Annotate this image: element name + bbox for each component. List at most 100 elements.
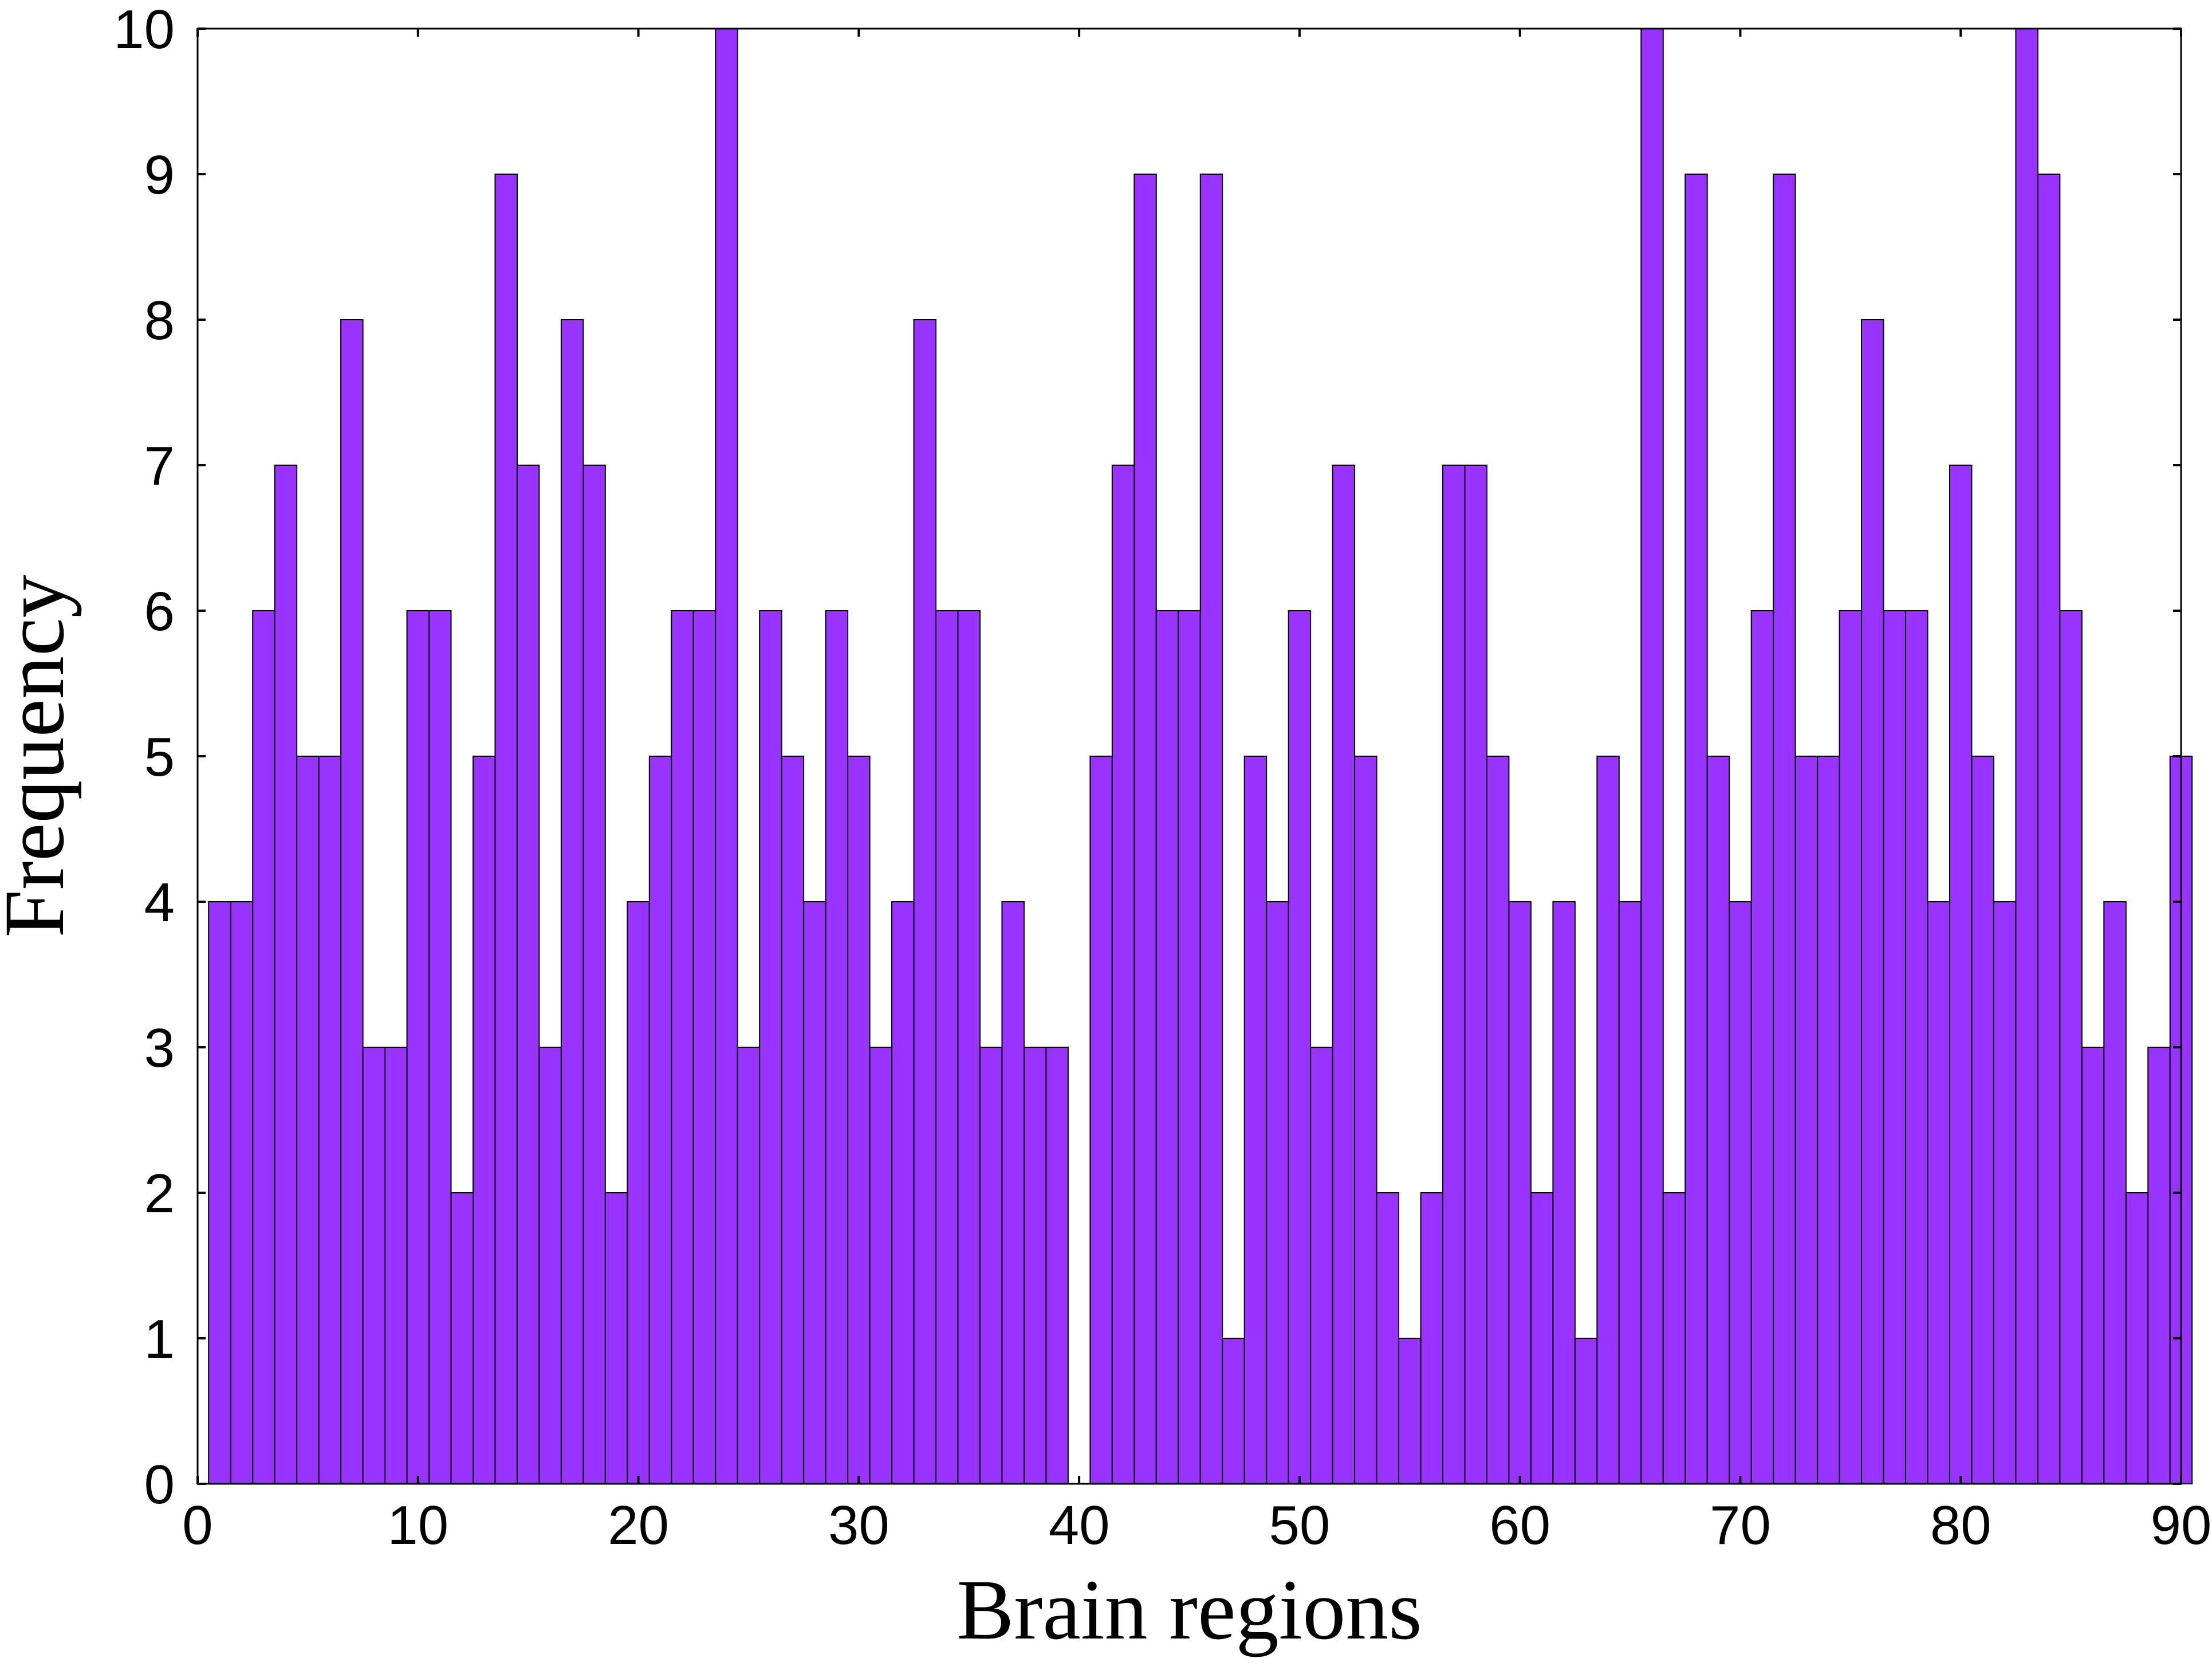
bar-region-5 xyxy=(296,756,320,1484)
bar-region-34 xyxy=(935,610,959,1484)
bar-region-9 xyxy=(384,1047,408,1484)
bar-region-63 xyxy=(1574,1338,1598,1484)
x-tick-label: 30 xyxy=(828,1495,889,1556)
x-tick-label: 70 xyxy=(1710,1495,1771,1556)
y-tick-label: 8 xyxy=(144,290,175,351)
bar-region-22 xyxy=(671,610,694,1484)
bar-region-64 xyxy=(1596,756,1620,1484)
bar-region-25 xyxy=(737,1047,761,1484)
bar-region-83 xyxy=(2015,28,2038,1484)
bar-region-75 xyxy=(1839,610,1863,1484)
x-tick-label: 40 xyxy=(1049,1495,1110,1556)
x-tick-label: 60 xyxy=(1489,1495,1550,1556)
bar-region-1 xyxy=(208,901,231,1484)
bar-region-58 xyxy=(1464,465,1487,1484)
y-tick-label: 2 xyxy=(144,1163,175,1224)
y-axis-title: Frequency xyxy=(0,575,82,937)
bar-region-68 xyxy=(1684,174,1708,1484)
bar-region-82 xyxy=(1993,901,2017,1484)
bar-region-43 xyxy=(1133,174,1157,1484)
x-tick-label: 20 xyxy=(608,1495,669,1556)
bar-region-32 xyxy=(891,901,915,1484)
bar-region-54 xyxy=(1376,1192,1400,1484)
x-tick-label: 0 xyxy=(182,1495,212,1556)
x-tick-label: 90 xyxy=(2151,1495,2212,1556)
bar-region-53 xyxy=(1354,756,1377,1484)
bar-region-13 xyxy=(472,756,496,1484)
bar-region-20 xyxy=(627,901,650,1484)
bar-region-59 xyxy=(1486,756,1510,1484)
bar-region-7 xyxy=(340,319,364,1484)
bar-region-80 xyxy=(1949,465,1973,1484)
bar-region-81 xyxy=(1971,756,1994,1484)
bar-region-37 xyxy=(1001,901,1025,1484)
bar-region-56 xyxy=(1420,1192,1443,1484)
axis-ticks xyxy=(196,27,2182,1485)
bar-region-67 xyxy=(1662,1192,1686,1484)
bar-region-8 xyxy=(362,1047,386,1484)
bar-region-41 xyxy=(1089,756,1113,1484)
bar-region-15 xyxy=(516,465,540,1484)
bar-region-24 xyxy=(715,28,738,1484)
bar-region-89 xyxy=(2147,1047,2171,1484)
bar-region-60 xyxy=(1508,901,1532,1484)
bar-region-10 xyxy=(406,610,430,1484)
y-tick-labels: 0 1 2 3 4 5 6 7 8 9 10 xyxy=(113,0,175,1515)
bar-region-2 xyxy=(230,901,254,1484)
bar-region-62 xyxy=(1552,901,1576,1484)
y-tick-label: 7 xyxy=(144,435,175,497)
bar-region-65 xyxy=(1618,901,1642,1484)
bar-region-74 xyxy=(1817,756,1840,1484)
bar-region-50 xyxy=(1288,610,1312,1484)
bar-region-61 xyxy=(1530,1192,1554,1484)
x-axis-title: Brain regions xyxy=(957,1562,1422,1657)
y-tick-label: 3 xyxy=(144,1017,175,1079)
bar-region-26 xyxy=(759,610,782,1484)
bar-region-19 xyxy=(604,1192,628,1484)
bar-region-36 xyxy=(979,1047,1003,1484)
y-tick-label: 1 xyxy=(144,1309,175,1370)
bar-region-47 xyxy=(1222,1338,1245,1484)
bar-region-66 xyxy=(1640,28,1664,1484)
bar-region-3 xyxy=(252,610,275,1484)
bar-region-16 xyxy=(538,1047,562,1484)
y-tick-label: 10 xyxy=(113,0,175,60)
bar-region-39 xyxy=(1045,1047,1069,1484)
bar-region-48 xyxy=(1243,756,1268,1484)
bar-region-23 xyxy=(692,610,717,1484)
bar-region-35 xyxy=(957,610,981,1484)
y-tick-label: 4 xyxy=(144,872,175,933)
x-tick-label: 80 xyxy=(1930,1495,1991,1556)
bar-region-79 xyxy=(1927,901,1950,1484)
bar-region-71 xyxy=(1750,610,1774,1484)
bar-region-38 xyxy=(1023,1047,1047,1484)
bar-region-6 xyxy=(318,756,342,1484)
bar-region-70 xyxy=(1729,901,1752,1484)
bar-region-17 xyxy=(560,319,584,1484)
bar-region-42 xyxy=(1111,465,1135,1484)
bar-region-28 xyxy=(803,901,826,1484)
y-tick-label: 6 xyxy=(144,581,175,642)
bar-region-57 xyxy=(1442,465,1466,1484)
bar-region-72 xyxy=(1773,174,1796,1484)
bar-region-18 xyxy=(582,465,606,1484)
bar-region-88 xyxy=(2125,1192,2149,1484)
bar-region-12 xyxy=(450,1192,474,1484)
bar-region-49 xyxy=(1266,901,1289,1484)
bar-region-29 xyxy=(825,610,849,1484)
bar-region-73 xyxy=(1794,756,1819,1484)
bar-region-21 xyxy=(648,756,672,1484)
bar-region-33 xyxy=(913,319,937,1484)
x-tick-labels: 0 10 20 30 40 50 60 70 80 90 xyxy=(182,1495,2211,1556)
bar-region-87 xyxy=(2103,901,2127,1484)
bar-region-77 xyxy=(1883,610,1907,1484)
bar-region-44 xyxy=(1155,610,1179,1484)
bar-region-45 xyxy=(1178,610,1201,1484)
bar-region-30 xyxy=(847,756,871,1484)
bar-region-46 xyxy=(1199,174,1223,1484)
bar-region-14 xyxy=(494,174,518,1484)
bar-region-31 xyxy=(869,1047,893,1484)
y-tick-label: 9 xyxy=(144,144,175,206)
bar-region-86 xyxy=(2081,1047,2105,1484)
